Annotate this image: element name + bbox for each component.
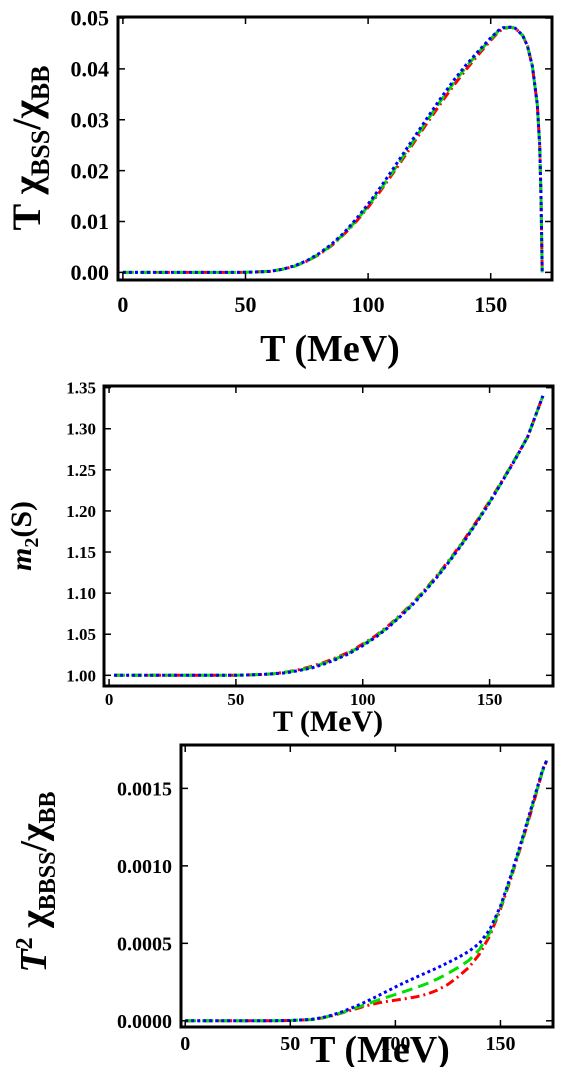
x-tick-label: 0 (117, 292, 128, 317)
y-tick-label: 1.15 (66, 543, 96, 562)
y-tick-label: 0.03 (71, 107, 110, 132)
x-axis-ticks: 0 50 100 150 (117, 17, 507, 317)
y-tick-label: 0.0015 (117, 778, 172, 800)
chart-panel-bottom: 0.0000 0.0005 0.0010 0.0015 0 50 100 150 T (Me… (12, 743, 555, 1067)
chart-panel-top: 0.00 0.01 0.02 0.03 0.04 0.05 0 50 100 150 T (Me… (4, 6, 554, 370)
chart-panel-middle: 1.00 1.05 1.10 1.15 1.20 1.25 1.30 1.35 0 50 100 1… (5, 379, 555, 738)
x-axis-ticks: 0 50 100 150 (180, 745, 515, 1055)
y-tick-label: 1.00 (66, 666, 96, 685)
x-tick-label: 150 (474, 292, 507, 317)
series-layer (122, 25, 544, 274)
y-axis-label: T χBSS/χBB (4, 66, 55, 231)
series-line-dot (185, 759, 549, 1023)
x-tick-label: 100 (350, 690, 376, 709)
x-axis-label: T (MeV) (310, 1029, 450, 1067)
plot-frame (179, 743, 555, 1029)
x-tick-label: 150 (477, 690, 503, 709)
series-line-dashdot (185, 759, 549, 1023)
y-axis-label: T2 χBBSS/χBB (12, 791, 61, 972)
plot-frame (102, 384, 555, 688)
y-tick-label: 1.05 (66, 625, 96, 644)
y-axis-ticks: 0.00 0.01 0.02 0.03 0.04 0.05 (71, 6, 552, 285)
y-tick-label: 0.05 (71, 6, 110, 31)
x-axis-label: T (MeV) (260, 328, 400, 370)
y-tick-label: 0.0005 (117, 933, 172, 955)
plot-frame (116, 15, 554, 282)
y-tick-label: 1.30 (66, 420, 96, 439)
y-tick-label: 0.0000 (117, 1011, 172, 1033)
x-tick-label: 50 (235, 292, 257, 317)
series-layer (185, 759, 549, 1023)
x-axis-ticks: 0 50 100 150 (105, 386, 503, 709)
y-tick-label: 0.00 (71, 260, 110, 285)
y-tick-label: 0.01 (71, 209, 110, 234)
series-line-dash (185, 759, 549, 1023)
y-tick-label: 0.02 (71, 158, 110, 183)
x-tick-label: 50 (280, 1033, 300, 1055)
series-layer (114, 395, 545, 677)
y-tick-label: 0.04 (71, 57, 110, 82)
series-line-dash (122, 25, 544, 274)
x-tick-label: 100 (352, 292, 385, 317)
y-axis-ticks: 1.00 1.05 1.10 1.15 1.20 1.25 1.30 1.35 (66, 379, 553, 685)
x-tick-label: 150 (485, 1033, 515, 1055)
x-axis-label: T (MeV) (273, 705, 383, 738)
x-tick-label: 0 (105, 690, 114, 709)
y-tick-label: 1.20 (66, 502, 96, 521)
y-tick-label: 1.25 (66, 461, 96, 480)
series-line-dot (122, 25, 544, 274)
x-tick-label: 100 (380, 1033, 410, 1055)
series-line-dot (114, 395, 545, 677)
x-tick-label: 50 (227, 690, 244, 709)
y-tick-label: 0.0010 (117, 856, 172, 878)
y-axis-label: m2(S) (5, 501, 43, 571)
y-tick-label: 1.35 (66, 379, 96, 398)
x-tick-label: 0 (180, 1033, 190, 1055)
y-tick-label: 1.10 (66, 584, 96, 603)
